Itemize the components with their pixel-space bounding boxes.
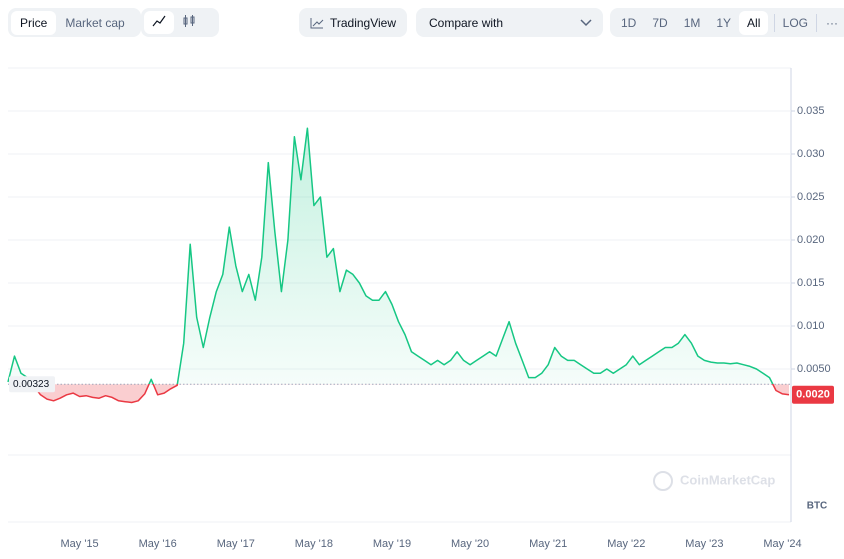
line-style-button[interactable] [144,11,174,34]
watermark-text: CoinMarketCap [680,472,775,487]
x-tick-label: May '15 [60,538,98,550]
y-tick-label: 0.015 [797,277,825,289]
price-button[interactable]: Price [11,10,57,35]
range-button[interactable]: 1M [683,15,701,30]
log-button[interactable]: LOG [773,13,816,32]
range-button[interactable]: 1Y [716,15,732,30]
metric-toggle: Price Market cap [8,8,141,37]
tradingview-button[interactable]: TradingView [299,8,407,37]
x-tick-label: May '17 [217,538,255,550]
tradingview-label: TradingView [329,15,397,30]
candle-style-button[interactable] [174,11,204,34]
x-tick-label: May '20 [451,538,489,550]
y-tick-label: 0.010 [797,320,825,332]
y-tick-label: 0.025 [797,191,825,203]
market-cap-button[interactable]: Market cap [65,15,125,30]
compare-dropdown[interactable]: Compare with [416,8,603,37]
x-tick-label: May '19 [373,538,411,550]
x-tick-label: May '18 [295,538,333,550]
baseline-label: 0.00323 [13,379,50,390]
x-tick-label: May '16 [139,538,177,550]
range-button[interactable]: All [739,10,769,35]
last-value-box [792,385,834,404]
x-tick-label: May '24 [763,538,801,550]
unit-label: BTC [807,501,828,512]
chart-style-toggle [141,8,219,37]
more-button[interactable]: ··· [816,13,844,32]
y-tick-label: 0.035 [797,105,825,117]
x-tick-label: May '23 [685,538,723,550]
range-button[interactable]: 7D [652,15,668,30]
last-value-label: 0.0020 [796,389,830,401]
price-line [7,127,790,404]
x-tick-label: May '21 [529,538,567,550]
watermark: CoinMarketCap [653,471,775,491]
range-toggle: 1D 7D 1M 1Y All LOG ··· [610,8,844,37]
y-tick-label: 0.030 [797,148,825,160]
range-button[interactable]: 1D [621,15,637,30]
x-tick-label: May '22 [607,538,645,550]
y-tick-label: 0.0050 [797,363,831,375]
baseline-label-box [9,376,55,393]
area [8,128,789,403]
compare-label: Compare with [429,15,504,30]
y-tick-label: 0.020 [797,234,825,246]
